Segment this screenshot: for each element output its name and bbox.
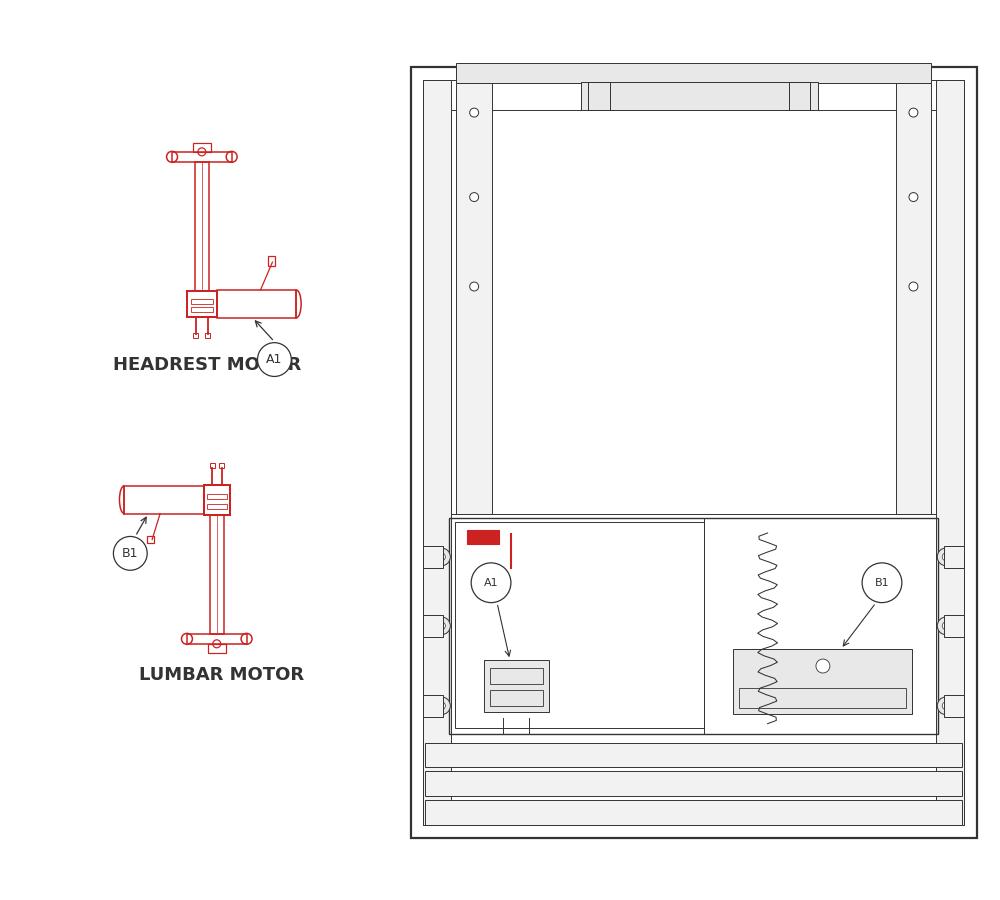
Circle shape [816, 659, 830, 673]
Text: B1: B1 [122, 547, 139, 560]
Circle shape [909, 193, 918, 202]
Text: HEADREST MOTOR: HEADREST MOTOR [113, 356, 301, 373]
Circle shape [942, 702, 950, 710]
FancyBboxPatch shape [944, 546, 964, 568]
Circle shape [942, 553, 950, 561]
FancyBboxPatch shape [484, 660, 549, 712]
FancyBboxPatch shape [580, 82, 818, 110]
FancyBboxPatch shape [423, 615, 443, 637]
Circle shape [862, 562, 902, 603]
Circle shape [113, 536, 147, 571]
FancyBboxPatch shape [423, 80, 451, 824]
FancyBboxPatch shape [423, 695, 443, 716]
FancyBboxPatch shape [896, 83, 931, 514]
Circle shape [909, 282, 918, 291]
Circle shape [937, 548, 955, 566]
Circle shape [258, 343, 291, 376]
FancyBboxPatch shape [451, 110, 936, 514]
Circle shape [432, 548, 450, 566]
FancyBboxPatch shape [456, 63, 931, 83]
Circle shape [432, 616, 450, 634]
Text: B1: B1 [875, 578, 889, 588]
Circle shape [937, 697, 955, 715]
FancyBboxPatch shape [423, 546, 443, 568]
Circle shape [942, 622, 950, 630]
Circle shape [437, 622, 445, 630]
FancyBboxPatch shape [456, 83, 492, 514]
FancyBboxPatch shape [944, 695, 964, 716]
FancyBboxPatch shape [467, 530, 499, 544]
Circle shape [470, 193, 479, 202]
Circle shape [470, 282, 479, 291]
Circle shape [437, 702, 445, 710]
Circle shape [471, 562, 511, 603]
Circle shape [437, 553, 445, 561]
FancyBboxPatch shape [425, 771, 962, 796]
Text: A1: A1 [484, 578, 498, 588]
Text: A1: A1 [266, 353, 283, 366]
FancyBboxPatch shape [733, 649, 912, 714]
Circle shape [470, 108, 479, 117]
Circle shape [909, 108, 918, 117]
FancyBboxPatch shape [425, 742, 962, 768]
FancyBboxPatch shape [425, 800, 962, 824]
FancyBboxPatch shape [944, 615, 964, 637]
Circle shape [432, 697, 450, 715]
Text: LUMBAR MOTOR: LUMBAR MOTOR [139, 666, 304, 684]
FancyBboxPatch shape [936, 80, 964, 824]
Circle shape [937, 616, 955, 634]
